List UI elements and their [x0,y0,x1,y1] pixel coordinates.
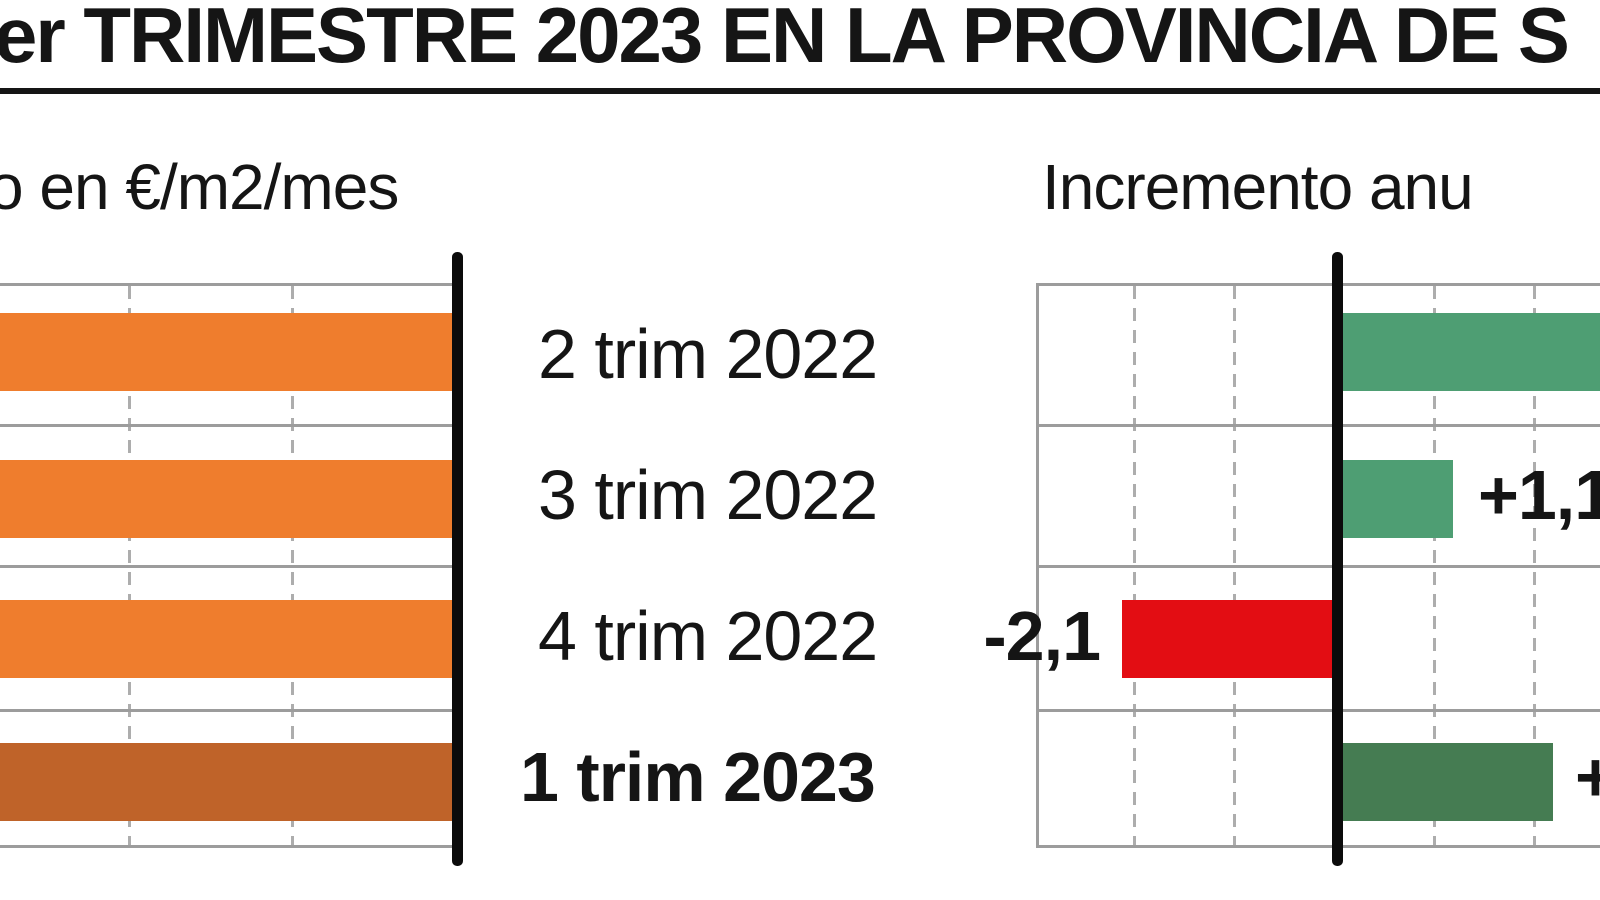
row-separator [1036,709,1600,712]
price-bar-1trim2023 [0,743,453,821]
row-label-3trim2022: 3 trim 2022 [538,456,878,534]
price-bar-2trim2022 [0,313,453,391]
row-label-1trim2023: 1 trim 2023 [520,738,876,816]
row-separator [1036,565,1600,568]
increment-bar-1trim2023 [1343,743,1553,821]
row-separator [1036,283,1600,286]
row-label-2trim2022: 2 trim 2022 [538,315,878,393]
increment-bar-2trim2022 [1343,313,1600,391]
row-separator [1036,424,1600,427]
value-label-3trim2022: +1,1 [1478,456,1600,534]
price-chart-panel [0,283,453,848]
row-separator [0,845,453,848]
price-chart-axis-line [452,252,463,866]
row-separator [0,709,453,712]
price-bar-4trim2022 [0,600,453,678]
left-chart-subtitle: o en €/m2/mes [0,151,399,223]
row-label-4trim2022: 4 trim 2022 [538,597,878,675]
row-separator [1036,845,1600,848]
increment-bar-4trim2022 [1122,600,1332,678]
value-label-1trim2023: + [1575,738,1600,816]
row-separator [0,565,453,568]
increment-chart-panel [1036,283,1600,848]
value-label-4trim2022: -2,1 [983,597,1101,675]
price-bar-3trim2022 [0,460,453,538]
page-title: er TRIMESTRE 2023 EN LA PROVINCIA DE S [0,0,1570,79]
right-chart-subtitle: Incremento anu [1042,151,1474,223]
increment-bar-3trim2022 [1343,460,1453,538]
row-separator [0,283,453,286]
title-underline [0,88,1600,94]
increment-chart-zero-line [1332,252,1343,866]
row-separator [0,424,453,427]
